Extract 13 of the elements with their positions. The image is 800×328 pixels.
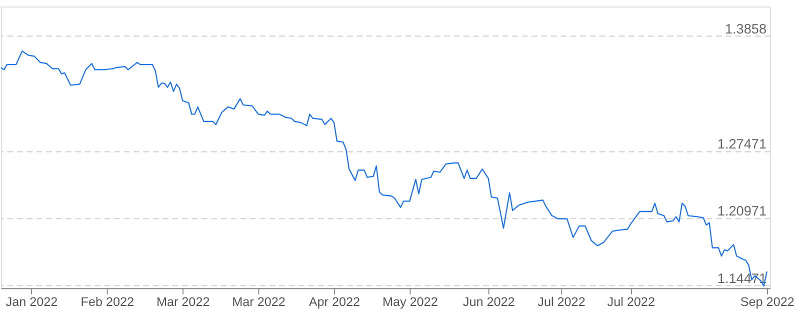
x-tick-label: Mar 2022 [232,295,286,310]
x-tick-label: Jul 2022 [538,295,586,310]
y-tick-label: 1.3858 [724,21,767,36]
x-tick-label: Jan 2022 [6,295,58,310]
x-tick-label: May 2022 [382,295,438,310]
x-tick-label: Sep 2022 [740,295,794,310]
x-tick-label: Apr 2022 [308,295,360,310]
y-tick-label: 1.20971 [717,204,767,219]
x-tick-label: Feb 2022 [80,295,134,310]
x-tick-label: Jul 2022 [607,295,655,310]
x-tick-label: Mar 2022 [156,295,210,310]
y-tick-label: 1.27471 [717,136,767,152]
x-tick-label: Jun 2022 [462,295,515,310]
